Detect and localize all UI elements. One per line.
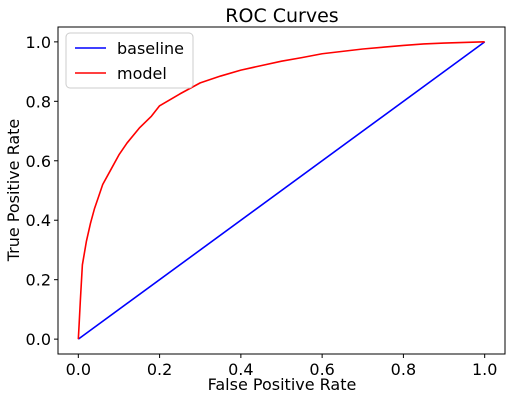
x-tick-label: 0.8 xyxy=(391,360,416,379)
x-tick-label: 0.4 xyxy=(228,360,253,379)
legend-label-model: model xyxy=(117,64,167,83)
y-tick-label: 0.2 xyxy=(26,271,51,290)
plot-area xyxy=(57,26,506,355)
chart-title: ROC Curves xyxy=(225,5,338,27)
legend-entries: baseline model xyxy=(75,39,184,83)
legend: baseline model xyxy=(65,32,194,89)
legend-label-baseline: baseline xyxy=(117,39,184,58)
y-tick-label: 0.8 xyxy=(26,92,51,111)
x-tick-label: 0.0 xyxy=(66,360,91,379)
series-line-baseline xyxy=(77,41,486,340)
y-axis-ticks: 0.0 0.2 0.4 0.6 0.8 1.0 xyxy=(26,33,58,349)
x-tick-label: 1.0 xyxy=(472,360,497,379)
y-tick-label: 0.0 xyxy=(26,330,51,349)
y-tick-label: 1.0 xyxy=(26,33,51,52)
plot-frame xyxy=(57,26,506,355)
x-axis-ticks: 0.0 0.2 0.4 0.6 0.8 1.0 xyxy=(66,354,497,379)
x-tick-label: 0.6 xyxy=(309,360,334,379)
series-line-model xyxy=(77,41,485,340)
x-tick-label: 0.2 xyxy=(147,360,172,379)
legend-box xyxy=(65,32,194,89)
y-axis-label: True Positive Rate xyxy=(4,119,23,263)
y-tick-label: 0.6 xyxy=(26,152,51,171)
y-tick-label: 0.4 xyxy=(26,211,51,230)
x-axis-label: False Positive Rate xyxy=(208,375,357,394)
series-layer xyxy=(77,41,486,340)
